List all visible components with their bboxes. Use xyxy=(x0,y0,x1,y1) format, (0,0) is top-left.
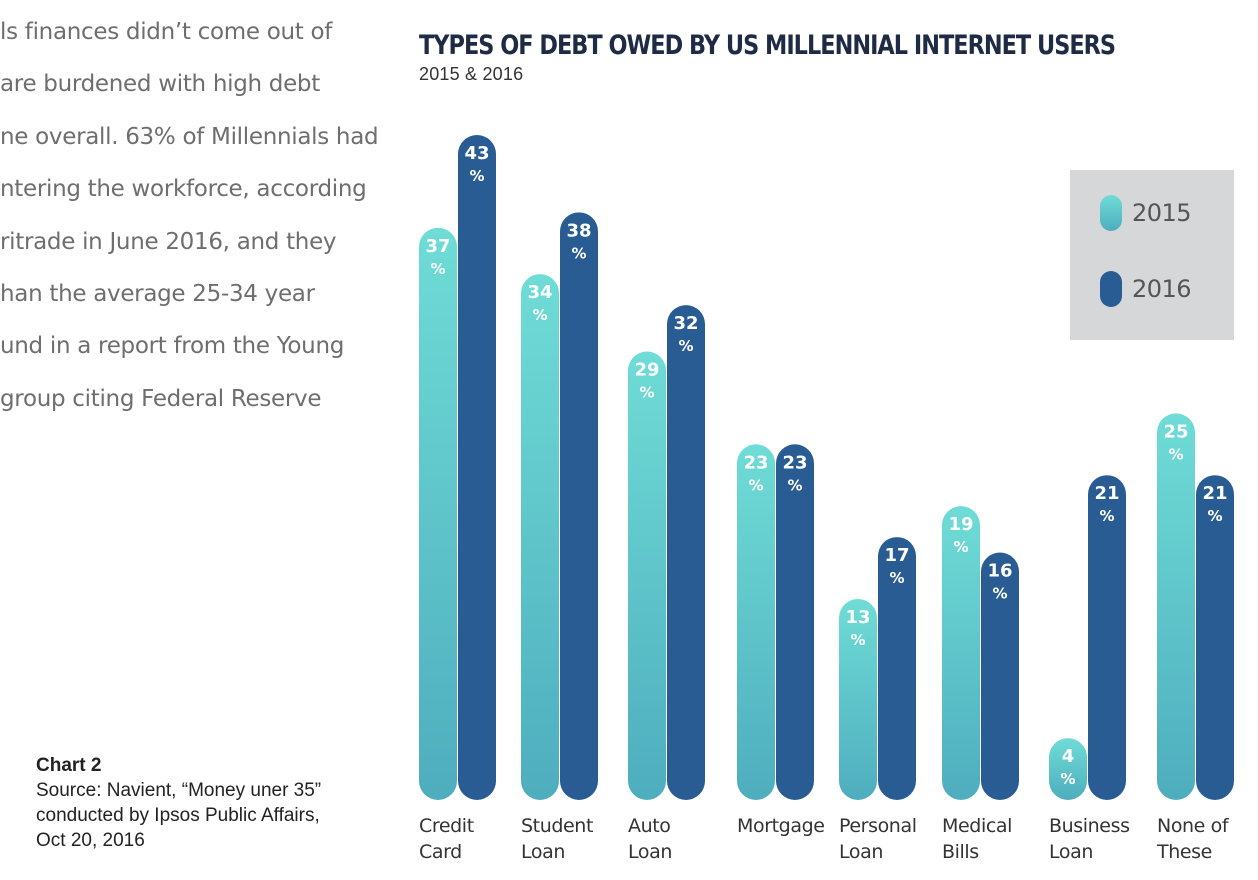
data-label-value: 29 xyxy=(634,360,659,381)
bar-2015-6 xyxy=(1049,738,1087,800)
x-tick-label: Credit xyxy=(419,815,474,837)
x-tick-label: Loan xyxy=(628,841,672,863)
data-label-percent: % xyxy=(787,476,802,494)
caption-title: Chart 2 xyxy=(36,755,102,776)
data-label-percent: % xyxy=(469,167,484,185)
legend-item-2015: 2015 xyxy=(1100,195,1220,231)
data-label-value: 16 xyxy=(987,561,1012,582)
data-label-percent: % xyxy=(1207,507,1222,525)
bar-2016-4 xyxy=(878,537,916,800)
x-tick-label: Student xyxy=(521,815,593,837)
x-tick-label: Auto xyxy=(628,815,671,837)
bar-2016-2 xyxy=(667,305,705,800)
legend-label-2016: 2016 xyxy=(1132,275,1192,303)
bar-2016-7 xyxy=(1196,475,1234,800)
legend-swatch-2015 xyxy=(1100,195,1122,231)
data-label-value: 21 xyxy=(1094,483,1119,504)
x-tick-label: Personal xyxy=(839,815,917,837)
chart-caption: Chart 2 Source: Navient, “Money uner 35”… xyxy=(36,753,376,853)
data-label-percent: % xyxy=(748,476,763,494)
data-label-percent: % xyxy=(953,538,968,556)
x-tick-label: These xyxy=(1156,841,1212,863)
data-label-value: 38 xyxy=(566,220,591,241)
article-body-text: ls finances didn’t come out of are burden… xyxy=(0,14,380,433)
body-text-line: are burdened with high debt xyxy=(0,71,320,98)
body-text-line: group citing Federal Reserve xyxy=(0,385,322,412)
data-label-value: 43 xyxy=(464,143,489,164)
chart-title: TYPES OF DEBT OWED BY US MILLENNIAL INTE… xyxy=(419,30,1116,61)
chart-legend: 2015 2016 xyxy=(1070,170,1234,340)
data-label-percent: % xyxy=(1168,445,1183,463)
legend-swatch-2016 xyxy=(1100,271,1122,307)
bar-2016-0 xyxy=(458,135,496,800)
bar-2015-4 xyxy=(839,598,877,800)
data-label-percent: % xyxy=(571,244,586,262)
data-label-value: 17 xyxy=(884,545,909,566)
body-text-line: und in a report from the Young xyxy=(0,333,345,360)
data-label-value: 25 xyxy=(1163,421,1188,442)
x-tick-label: Mortgage xyxy=(737,815,825,837)
x-tick-label: Card xyxy=(419,841,462,863)
bar-2015-5 xyxy=(942,506,980,800)
data-label-percent: % xyxy=(992,585,1007,603)
data-label-value: 4 xyxy=(1062,746,1075,767)
body-text-line: han the average 25-34 year xyxy=(0,280,315,307)
x-tick-label: Loan xyxy=(839,841,883,863)
caption-source: Source: Navient, “Money uner 35” conduct… xyxy=(36,780,322,851)
data-label-percent: % xyxy=(1060,770,1075,788)
x-tick-label: Loan xyxy=(521,841,565,863)
data-label-value: 23 xyxy=(782,452,807,473)
x-tick-label: Medical xyxy=(942,815,1012,837)
data-label-percent: % xyxy=(889,569,904,587)
data-label-value: 21 xyxy=(1202,483,1227,504)
bar-2016-1 xyxy=(560,212,598,801)
data-label-percent: % xyxy=(850,631,865,649)
bar-2015-2 xyxy=(628,351,666,800)
bar-2016-5 xyxy=(981,552,1019,800)
legend-label-2015: 2015 xyxy=(1132,199,1192,227)
x-tick-label: Loan xyxy=(1049,841,1093,863)
data-label-percent: % xyxy=(1099,507,1114,525)
data-label-value: 32 xyxy=(673,313,698,334)
data-label-percent: % xyxy=(678,337,693,355)
data-label-value: 34 xyxy=(527,282,552,303)
chart-subtitle: 2015 & 2016 xyxy=(419,64,524,84)
data-label-value: 13 xyxy=(845,607,870,628)
data-label-percent: % xyxy=(532,306,547,324)
x-tick-label: None of xyxy=(1157,815,1230,837)
bar-2015-7 xyxy=(1157,413,1195,800)
body-text-line: ne overall. 63% of Millennials had xyxy=(0,123,379,150)
data-label-value: 23 xyxy=(743,452,768,473)
bar-2016-6 xyxy=(1088,475,1126,800)
bar-2015-3 xyxy=(737,444,775,800)
body-text-line: ntering the workforce, according xyxy=(0,176,367,203)
x-tick-label: Business xyxy=(1049,815,1130,837)
data-label-percent: % xyxy=(639,384,654,402)
body-text-line: ritrade in June 2016, and they xyxy=(0,228,337,255)
bar-2016-3 xyxy=(776,444,814,800)
bar-2015-1 xyxy=(521,274,559,800)
body-text-line: ls finances didn’t come out of xyxy=(0,19,333,45)
data-label-value: 37 xyxy=(425,236,450,257)
data-label-value: 19 xyxy=(948,514,973,535)
legend-item-2016: 2016 xyxy=(1100,271,1220,307)
bar-2015-0 xyxy=(419,227,457,800)
data-label-percent: % xyxy=(430,260,445,278)
x-tick-label: Bills xyxy=(942,841,979,863)
